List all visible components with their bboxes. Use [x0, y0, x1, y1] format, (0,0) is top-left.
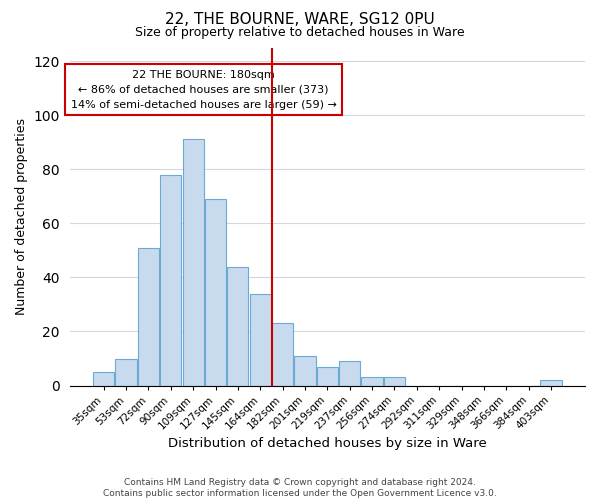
X-axis label: Distribution of detached houses by size in Ware: Distribution of detached houses by size …	[168, 437, 487, 450]
Text: Contains HM Land Registry data © Crown copyright and database right 2024.
Contai: Contains HM Land Registry data © Crown c…	[103, 478, 497, 498]
Bar	[317, 366, 338, 386]
Bar	[138, 248, 159, 386]
Text: 22 THE BOURNE: 180sqm
← 86% of detached houses are smaller (373)
14% of semi-det: 22 THE BOURNE: 180sqm ← 86% of detached …	[71, 70, 337, 110]
Bar	[541, 380, 562, 386]
Bar	[295, 356, 316, 386]
Bar	[339, 361, 361, 386]
Bar	[361, 378, 383, 386]
Bar	[115, 358, 137, 386]
Bar	[205, 199, 226, 386]
Text: 22, THE BOURNE, WARE, SG12 0PU: 22, THE BOURNE, WARE, SG12 0PU	[165, 12, 435, 28]
Bar	[272, 324, 293, 386]
Bar	[93, 372, 115, 386]
Bar	[227, 266, 248, 386]
Bar	[160, 174, 181, 386]
Bar	[182, 140, 204, 386]
Text: Size of property relative to detached houses in Ware: Size of property relative to detached ho…	[135, 26, 465, 39]
Y-axis label: Number of detached properties: Number of detached properties	[15, 118, 28, 315]
Bar	[384, 378, 405, 386]
Bar	[250, 294, 271, 386]
